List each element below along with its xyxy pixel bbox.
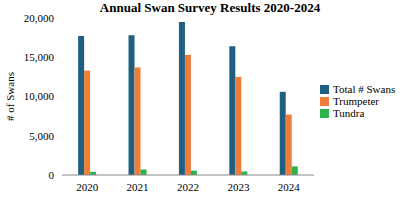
svg-text:0: 0 [49, 169, 55, 181]
svg-text:2022: 2022 [177, 181, 199, 193]
svg-text:15,000: 15,000 [24, 51, 55, 63]
svg-text:2024: 2024 [278, 181, 301, 193]
svg-text:# of Swans: # of Swans [8, 72, 16, 121]
svg-text:2023: 2023 [227, 181, 250, 193]
svg-text:2020: 2020 [76, 181, 99, 193]
html-text:Total # Swans: Total # Swans [333, 82, 396, 95]
svg-text:2021: 2021 [127, 181, 149, 193]
html-text:Tundra: Tundra [333, 106, 365, 119]
html-text:Annual Swan Survey Results 202: Annual Swan Survey Results 2020-2024 [99, 0, 321, 15]
svg-text:20,000: 20,000 [24, 12, 55, 24]
svg-text:5,000: 5,000 [29, 130, 54, 142]
html-text:Trumpeter: Trumpeter [333, 94, 379, 107]
svg-text:10,000: 10,000 [24, 90, 55, 102]
